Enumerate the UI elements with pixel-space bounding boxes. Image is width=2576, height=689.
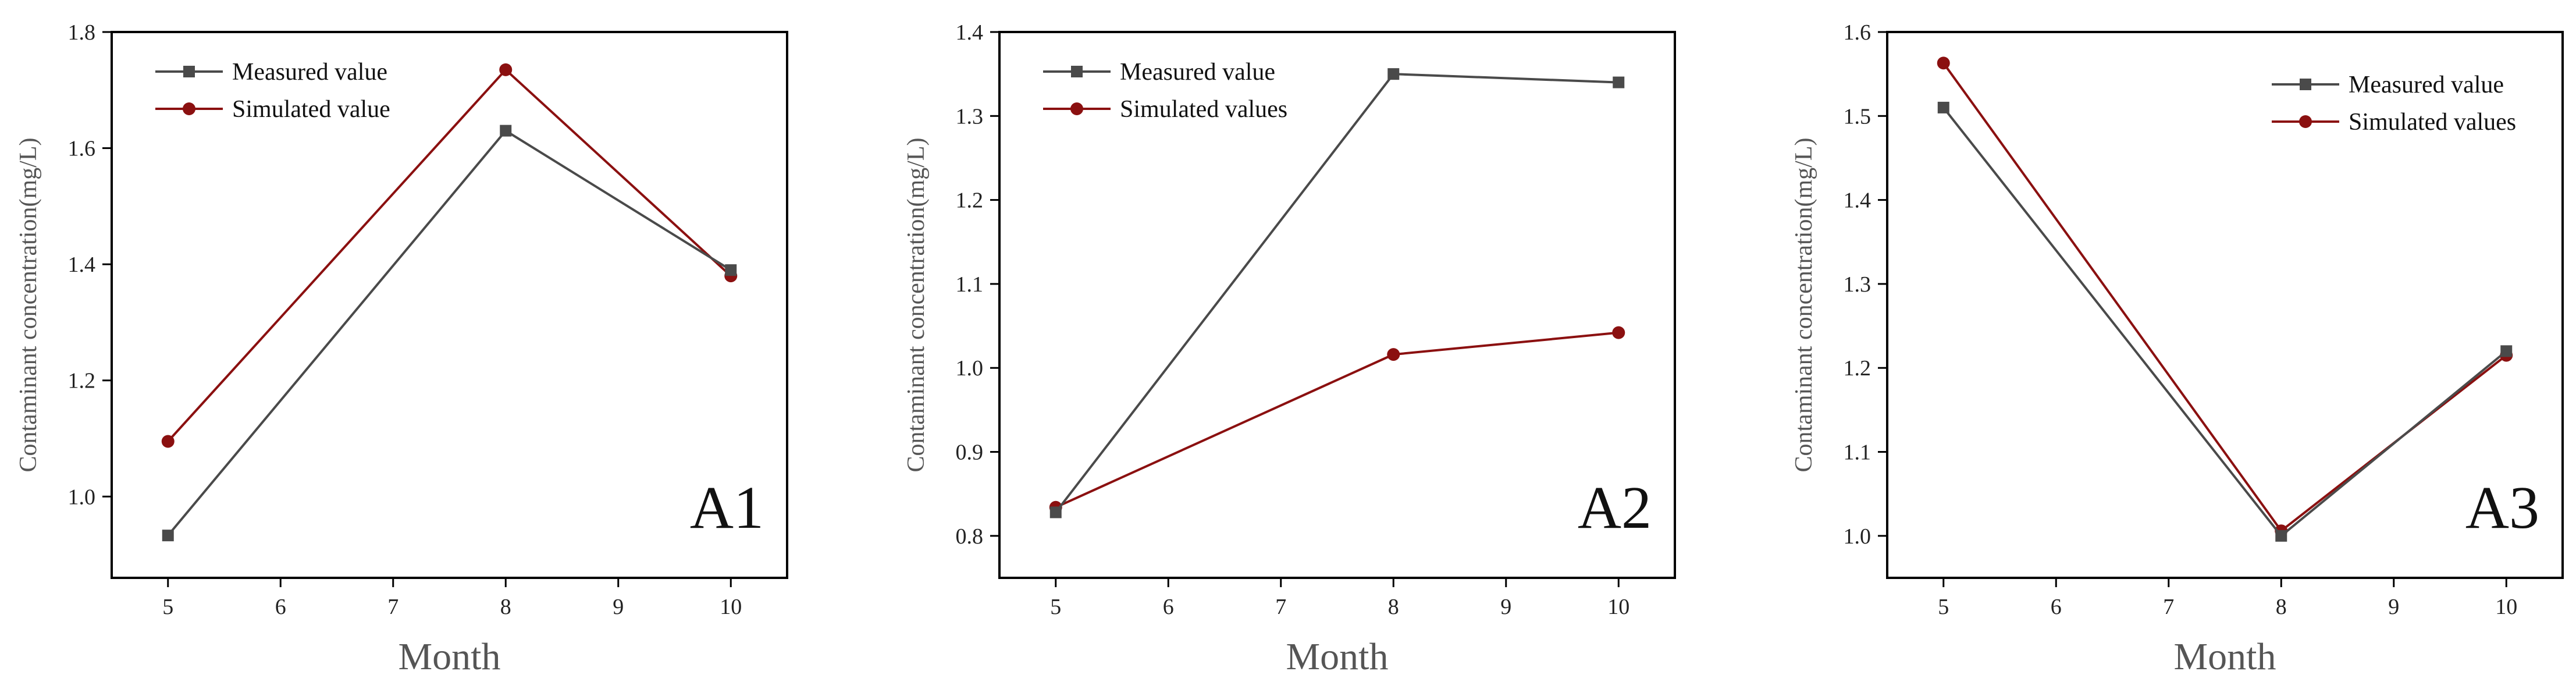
- x-tick-label: 10: [2495, 595, 2517, 619]
- legend-square-marker: [183, 66, 195, 77]
- y-tick-label: 1.0: [68, 485, 96, 509]
- chart-panel-2: 5 6 7 8 9 10 0.8 0.9 1.0 1.1 1.2 1.3 1.4 Month Contami…: [903, 20, 1676, 678]
- plot-frame: [1886, 31, 2564, 579]
- measured-series-line: [1055, 73, 1619, 513]
- x-tick-label: 7: [1275, 595, 1286, 619]
- measured-point: [2500, 345, 2513, 357]
- x-tick-label: 10: [1607, 595, 1629, 619]
- y-tick-label: 1.2: [956, 189, 984, 213]
- legend-label: Measured value: [2349, 72, 2504, 98]
- chart-panel-1: 5 6 7 8 9 10 1.0 1.2 1.4 1.6 1.8 Month Contaminant c…: [15, 20, 788, 678]
- x-tick-label: 9: [2388, 595, 2399, 619]
- y-tick-label: 1.5: [1844, 104, 1871, 129]
- x-tick-label: 10: [720, 595, 742, 619]
- y-tick-label: 1.1: [956, 272, 984, 297]
- chart-panel-3: 5 6 7 8 9 10 1.0 1.1 1.2 1.3 1.4 1.5 1.6 Month Contami…: [1791, 20, 2564, 678]
- legend-circle-marker: [183, 102, 195, 115]
- y-axis-title: Contaminant concentration(mg/L): [1791, 138, 1817, 473]
- legend-square-marker: [1071, 66, 1083, 77]
- plot-frame: [998, 31, 1676, 579]
- simulated-point: [1937, 56, 1950, 70]
- plot-frame: [111, 31, 788, 579]
- x-tick-label: 7: [2163, 595, 2174, 619]
- x-axis-title: Month: [2173, 635, 2276, 678]
- legend-label: Simulated value: [232, 96, 390, 123]
- legend-circle-marker: [2299, 115, 2312, 128]
- x-tick-label: 5: [162, 595, 173, 619]
- y-tick-label: 1.4: [956, 20, 984, 45]
- y-axis-title: Contaminant concentration(mg/L): [903, 138, 930, 473]
- x-tick-label: 9: [613, 595, 624, 619]
- x-tick-label: 6: [275, 595, 286, 619]
- y-tick-label: 1.0: [1844, 524, 1871, 549]
- x-tick-label: 8: [2276, 595, 2287, 619]
- measured-point: [162, 530, 174, 542]
- panel-label: A2: [1578, 474, 1652, 541]
- measured-point: [500, 125, 512, 137]
- legend-square-marker: [2300, 79, 2311, 90]
- measured-point: [1049, 506, 1062, 518]
- simulated-series-line: [167, 68, 732, 442]
- y-tick-label: 0.9: [956, 441, 984, 465]
- x-tick-label: 5: [1050, 595, 1061, 619]
- simulated-point: [1612, 326, 1625, 339]
- x-tick-label: 6: [2051, 595, 2062, 619]
- panel-label: A1: [690, 474, 764, 541]
- measured-series-line: [1942, 106, 2507, 538]
- x-tick-label: 8: [500, 595, 511, 619]
- y-tick-label: 1.8: [68, 20, 96, 45]
- measured-point: [2275, 530, 2287, 542]
- y-tick-label: 1.3: [1844, 272, 1871, 297]
- x-axis-title: Month: [398, 635, 500, 678]
- x-tick-label: 8: [1388, 595, 1399, 619]
- measured-point: [1937, 101, 1949, 113]
- y-tick-label: 1.2: [1844, 356, 1871, 381]
- legend-label: Measured value: [1120, 59, 1275, 86]
- measured-point: [1387, 68, 1400, 80]
- y-axis-title: Contaminant concentration(mg/L): [15, 138, 42, 473]
- legend-label: Measured value: [232, 59, 387, 86]
- simulated-point: [1387, 348, 1400, 361]
- simulated-point: [161, 435, 175, 448]
- panel-label: A3: [2465, 474, 2539, 541]
- legend-label: Simulated values: [2349, 109, 2516, 136]
- y-tick-label: 1.2: [68, 369, 96, 393]
- x-tick-label: 7: [387, 595, 399, 619]
- x-tick-label: 9: [1500, 595, 1511, 619]
- simulated-series-line: [1055, 331, 1619, 509]
- y-tick-label: 1.0: [956, 356, 984, 381]
- legend-label: Simulated values: [1120, 96, 1287, 123]
- measured-series-line: [167, 129, 732, 537]
- y-tick-label: 1.6: [68, 137, 96, 161]
- y-tick-label: 1.4: [1844, 189, 1871, 213]
- y-tick-label: 1.3: [956, 104, 984, 129]
- x-tick-label: 6: [1163, 595, 1174, 619]
- y-tick-label: 1.6: [1844, 20, 1871, 45]
- x-axis-title: Month: [1286, 635, 1388, 678]
- measured-point: [725, 264, 737, 276]
- measured-point: [1613, 76, 1625, 88]
- x-tick-label: 5: [1938, 595, 1949, 619]
- y-tick-label: 1.4: [68, 253, 96, 277]
- y-tick-label: 0.8: [956, 524, 984, 549]
- y-tick-label: 1.1: [1844, 441, 1871, 465]
- legend-circle-marker: [1070, 102, 1083, 115]
- simulated-point: [499, 63, 513, 76]
